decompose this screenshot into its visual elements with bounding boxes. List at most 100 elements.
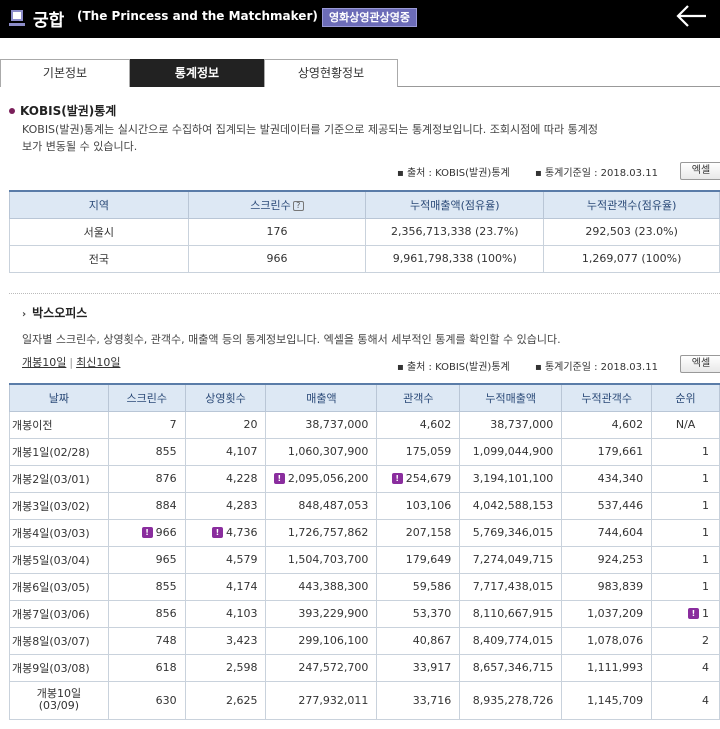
cumulative-audience-cell: 983,839 <box>561 572 653 601</box>
boxoffice-source: ▪ 출처 : KOBIS(발권)통계 <box>397 362 510 373</box>
cumulative-sales-cell: 8,935,278,726 <box>459 680 563 720</box>
cumulative-audience-cell: 434,340 <box>561 464 653 493</box>
audience-cell: 103,106 <box>376 491 461 520</box>
boxoffice-excel-button[interactable]: 엑셀 <box>680 355 720 373</box>
shows-cell: 4,228 <box>184 464 267 493</box>
rank-cell: 1 <box>651 518 720 547</box>
record-high-icon: ! <box>211 526 223 538</box>
rank-cell: 1 <box>651 572 720 601</box>
first-10-days-link[interactable]: 개봉10일 <box>22 356 67 369</box>
audience-cell: 33,917 <box>376 653 461 682</box>
shows-cell: 4,283 <box>184 491 267 520</box>
shows-cell: 2,598 <box>184 653 267 682</box>
record-high-icon: ! <box>391 472 403 484</box>
movie-title-korean: 궁합 <box>33 11 65 31</box>
sales-cell: 393,229,900 <box>265 599 378 628</box>
table-row: 서울시 176 2,356,713,338 (23.7%) 292,503 (2… <box>9 217 720 246</box>
audience-cell: 4,602 <box>376 410 461 439</box>
table-row: 개봉7일(03/06) 856 4,103 393,229,900 53,370 8,11… <box>9 599 720 628</box>
boxoffice-table: 날짜 스크린수 상영횟수 매출액 관객수 누적매출액 누적관객수 순위 개봉이전… <box>9 383 720 720</box>
cumulative-audience-cell: 179,661 <box>561 437 653 466</box>
rank-cell: 1 <box>651 437 720 466</box>
col-cumulative-audience: 누적관객수(점유율) <box>543 190 720 219</box>
sales-cell: ! 2,095,056,200 <box>265 464 378 493</box>
table-row: 개봉2일(03/01) 876 4,228! 2,095,056,200! 254,67… <box>9 464 720 493</box>
audience-cell: 1,269,077 (100%) <box>543 244 720 273</box>
screens-cell: 965 <box>107 545 186 574</box>
sales-cell: 2,356,713,338 (23.7%) <box>365 217 545 246</box>
screens-cell: 855 <box>107 572 186 601</box>
cumulative-sales-cell: 1,099,044,900 <box>459 437 563 466</box>
screens-cell: 876 <box>107 464 186 493</box>
screens-cell: 748 <box>107 626 186 655</box>
recent-10-days-link[interactable]: 최신10일 <box>76 356 121 369</box>
table-row: 전국 966 9,961,798,338 (100%) 1,269,077 (1… <box>9 244 720 273</box>
screens-cell: 7 <box>107 410 186 439</box>
sales-cell: 1,504,703,700 <box>265 545 378 574</box>
cumulative-audience-cell: 1,111,993 <box>561 653 653 682</box>
col-screens: 스크린수 <box>107 383 186 412</box>
audience-cell: 175,059 <box>376 437 461 466</box>
cumulative-audience-cell: 537,446 <box>561 491 653 520</box>
help-icon[interactable]: ? <box>292 200 304 211</box>
table-row: 개봉8일(03/07) 748 3,423 299,106,100 40,867 8,40… <box>9 626 720 655</box>
cumulative-audience-cell: 1,078,076 <box>561 626 653 655</box>
date-cell: 개봉4일(03/03) <box>9 518 109 547</box>
audience-cell: 292,503 (23.0%) <box>543 217 720 246</box>
rank-cell: ! 1 <box>651 599 720 628</box>
table-header-row: 지역 스크린수? 누적매출액(점유율) 누적관객수(점유율) <box>9 190 720 219</box>
sales-cell: 299,106,100 <box>265 626 378 655</box>
screens-cell: ! 966 <box>107 518 186 547</box>
col-date: 날짜 <box>9 383 109 412</box>
screens-cell: 856 <box>107 599 186 628</box>
col-cumulative-sales: 누적매출액(점유율) <box>365 190 545 219</box>
shows-cell: ! 4,736 <box>184 518 267 547</box>
table-row: 개봉9일(03/08) 618 2,598 247,572,700 33,917 8,65… <box>9 653 720 682</box>
cumulative-sales-cell: 38,737,000 <box>459 410 563 439</box>
kobis-logo-icon <box>9 9 25 27</box>
table-row: 개봉6일(03/05) 855 4,174 443,388,300 59,586 7,71… <box>9 572 720 601</box>
kobis-description: KOBIS(발권)통계는 실시간으로 수집하여 집계되는 발권데이터를 기준으로… <box>22 123 598 153</box>
kobis-section-title: KOBIS(발권)통계 <box>9 102 116 119</box>
record-high-icon: ! <box>688 607 699 619</box>
audience-cell: 59,586 <box>376 572 461 601</box>
shows-cell: 2,625 <box>184 680 267 720</box>
table-row: 개봉10일 (03/09) 630 2,625 277,932,011 33,716 8,9… <box>9 680 720 720</box>
table-row: 개봉이전 7 20 38,737,000 4,602 38,737,000 4,602 N/A <box>9 410 720 439</box>
shows-cell: 4,579 <box>184 545 267 574</box>
date-cell: 개봉5일(03/04) <box>9 545 109 574</box>
kobis-excel-button[interactable]: 엑셀 <box>680 162 720 180</box>
table-row: 개봉4일(03/03)! 966! 4,736 1,726,757,862 207,15… <box>9 518 720 547</box>
audience-cell: 53,370 <box>376 599 461 628</box>
date-cell: 개봉이전 <box>9 410 109 439</box>
rank-cell: 1 <box>651 464 720 493</box>
shows-cell: 3,423 <box>184 626 267 655</box>
record-high-icon: ! <box>273 472 285 484</box>
date-cell: 개봉8일(03/07) <box>9 626 109 655</box>
table-header-row: 날짜 스크린수 상영횟수 매출액 관객수 누적매출액 누적관객수 순위 <box>9 383 720 412</box>
sales-cell: 247,572,700 <box>265 653 378 682</box>
title-bar: 궁합 (The Princess and the Matchmaker) 영화상… <box>0 0 720 38</box>
audience-cell: ! 254,679 <box>376 464 461 493</box>
col-cumulative-audience: 누적관객수 <box>561 383 653 412</box>
boxoffice-description: 일자별 스크린수, 상영횟수, 관객수, 매출액 등의 통계정보입니다. 엑셀을… <box>22 333 561 346</box>
tab-basic-info[interactable]: 기본정보 <box>0 59 130 87</box>
col-screens: 스크린수? <box>187 190 367 219</box>
screens-cell: 630 <box>107 680 186 720</box>
sales-cell: 9,961,798,338 (100%) <box>365 244 545 273</box>
arrow-right-icon: › <box>22 309 27 320</box>
col-cumulative-sales: 누적매출액 <box>459 383 563 412</box>
back-arrow-icon[interactable] <box>674 3 708 29</box>
rank-cell: 4 <box>651 653 720 682</box>
rank-cell: N/A <box>651 410 720 439</box>
tab-screening-status[interactable]: 상영현황정보 <box>264 59 398 87</box>
cumulative-audience-cell: 1,037,209 <box>561 599 653 628</box>
audience-cell: 207,158 <box>376 518 461 547</box>
shows-cell: 4,107 <box>184 437 267 466</box>
kobis-source: ▪ 출처 : KOBIS(발권)통계 <box>397 168 510 179</box>
screens-cell: 618 <box>107 653 186 682</box>
table-row: 개봉3일(03/02) 884 4,283 848,487,053 103,106 4,0… <box>9 491 720 520</box>
tab-statistics[interactable]: 통계정보 <box>130 59 264 87</box>
audience-cell: 40,867 <box>376 626 461 655</box>
cumulative-sales-cell: 8,409,774,015 <box>459 626 563 655</box>
